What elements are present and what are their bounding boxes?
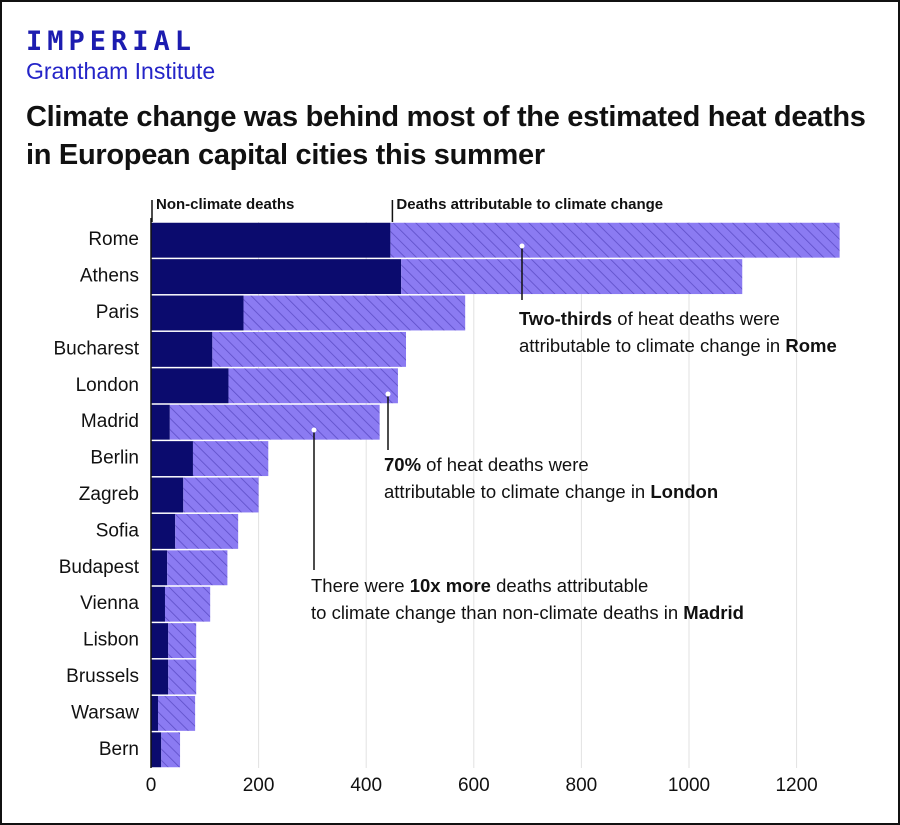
bar-segment [151,623,169,659]
bar-segment [151,259,402,295]
x-tick-label: 200 [243,775,275,796]
annotation-part: London [650,481,718,502]
y-tick-label: Brussels [66,666,139,687]
annotation-part: There were [311,575,410,596]
bar-segment [157,695,196,731]
x-tick-label: 1200 [775,775,817,796]
bar-segment [151,404,170,440]
bar-segment [151,222,391,258]
bar-segment [192,441,269,477]
bar-segment [151,695,158,731]
brand: IMPERIAL [26,26,197,57]
y-tick-label: Warsaw [71,702,139,723]
y-tick-label: Vienna [80,593,139,614]
bar-segment [183,477,259,513]
x-tick-label: 400 [350,775,382,796]
y-tick-label: Lisbon [83,630,139,651]
bar-segment [167,550,228,586]
annotation-part: of heat deaths were [421,454,589,475]
bar-segment [151,586,165,622]
y-tick-label: Athens [80,266,139,287]
annotation-part: 10x more [410,575,491,596]
annotation: attributable to climate change in London [384,481,718,502]
bar-segment [151,659,169,695]
annotation: Two-thirds of heat deaths were [519,308,780,329]
annotation-part: to climate change than non-climate death… [311,602,683,623]
bar-segment [169,404,380,440]
annotation-part: Madrid [683,602,744,623]
legend-label: Deaths attributable to climate change [396,196,663,213]
x-tick-label: 800 [566,775,598,796]
chart-title: Climate change was behind most of the es… [26,101,866,171]
y-tick-label: Paris [96,302,139,323]
bar-segment [243,295,466,331]
bar-segment [175,513,239,549]
annotation: There were 10x more deaths attributable [311,575,648,596]
annotation-part: 70% [384,454,421,475]
bar-segment [151,441,193,477]
y-tick-label: Zagreb [79,484,139,505]
y-tick-label: Bern [99,739,139,760]
annotation-part: attributable to climate change in [519,335,785,356]
bar-segment [168,659,197,695]
bar-segment [401,259,743,295]
bar-segment [151,477,184,513]
annotation: attributable to climate change in Rome [519,335,837,356]
annotation-part: deaths attributable [491,575,648,596]
x-tick-label: 1000 [668,775,710,796]
legend-label: Non-climate deaths [156,196,294,213]
y-tick-label: Sofia [96,520,140,541]
annotation-part: Rome [785,335,836,356]
annotation-part: Two-thirds [519,308,612,329]
bar-segment [168,623,197,659]
bar-segment [161,732,181,768]
y-tick-label: Bucharest [53,338,139,359]
y-tick-label: Madrid [81,411,139,432]
annotation-part: of heat deaths were [612,308,780,329]
annotation-dot [519,243,525,249]
y-tick-label: Berlin [90,448,139,469]
annotation-part: attributable to climate change in [384,481,650,502]
y-tick-label: Rome [88,229,139,250]
annotation-dot [311,427,317,433]
annotation-dot [385,391,391,397]
bar-segment [390,222,840,258]
institute: Grantham Institute [26,58,216,84]
annotation: 70% of heat deaths were [384,454,589,475]
bar-segment [151,295,244,331]
bar-segment [151,331,213,367]
bar-segment [212,331,407,367]
bar-segment [151,368,229,404]
x-tick-label: 600 [458,775,490,796]
y-tick-label: London [76,375,139,396]
bar-segment [151,732,162,768]
y-tick-label: Budapest [59,557,140,578]
bar-segment [228,368,398,404]
annotation: to climate change than non-climate death… [311,602,744,623]
bar-segment [151,550,168,586]
bar-segment [151,513,176,549]
bar-segment [164,586,211,622]
x-tick-label: 0 [146,775,157,796]
